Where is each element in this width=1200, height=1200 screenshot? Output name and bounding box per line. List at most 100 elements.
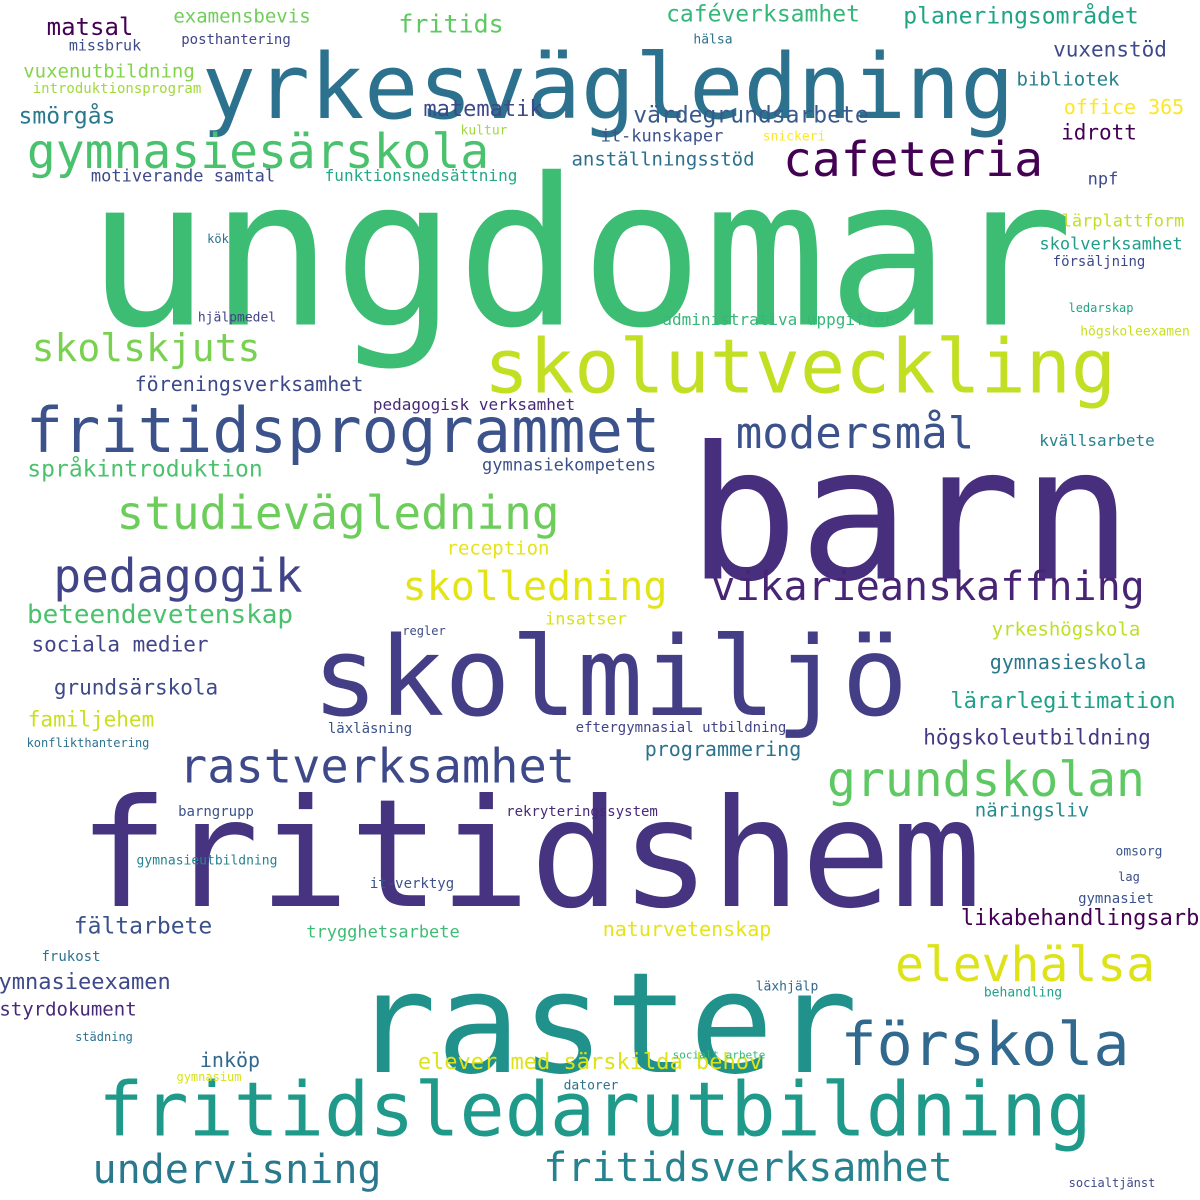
cloud-word: snickeri [762,129,826,145]
cloud-word: behandling [983,985,1063,1001]
cloud-word: introduktionsprogram [32,81,202,97]
cloud-word: pedagogisk verksamhet [372,395,576,414]
cloud-word: gymnasiekompetens [482,455,656,476]
cloud-word: it-kunskaper [600,126,724,147]
cloud-word: inköp [199,1048,261,1072]
cloud-word: planeringsområdet [903,3,1139,30]
cloud-word: gymnasieskola [989,650,1147,674]
cloud-word: studievägledning [116,486,560,540]
cloud-word: it-verktyg [369,876,455,892]
cloud-word: modersmål [735,408,975,459]
cloud-word: fritidsprogrammet [25,394,661,467]
cloud-word: barngrupp [178,804,254,820]
cloud-word: elevhälsa [894,937,1156,993]
cloud-word: hjälpmedel [197,310,277,326]
cloud-word: matsal [46,13,134,41]
cloud-word: posthantering [181,32,291,48]
cloud-word: läxläsning [327,721,413,737]
cloud-word: administrativa uppgifter [662,310,894,329]
cloud-word: konflikthantering [26,736,150,750]
cloud-word: missbruk [68,36,142,55]
cloud-word: office 365 [1063,95,1185,119]
cloud-word: datorer [563,1078,619,1094]
cloud-word: rekryteringssystem [506,804,658,820]
cloud-word: gymnasiet [1078,891,1154,907]
cloud-word: anställningsstöd [571,148,755,171]
cloud-word: kök [207,232,229,246]
cloud-word: npf [1087,169,1119,190]
cloud-word: lag [1118,870,1140,884]
cloud-word: språkintroduktion [27,456,263,483]
cloud-word: vikarieanskaffning [711,564,1145,610]
cloud-word: programmering [644,737,802,761]
cloud-word: beteendevetenskap [26,600,294,630]
cloud-word: ledarskap [1068,301,1134,315]
cloud-word: skolutveckling [483,322,1117,411]
cloud-word: reception [446,537,550,560]
cloud-word: insatser [545,609,627,630]
cloud-word: styrdokument [0,998,137,1021]
cloud-word: grundsärskola [53,675,219,700]
cloud-word: fritidsledarutbildning [98,1065,1092,1154]
cloud-word: städning [75,1030,133,1044]
cloud-word: omsorg [1115,844,1163,860]
cloud-word: examensbevis [173,5,311,28]
cloud-word: fritidshem [78,768,982,942]
cloud-word: barn [687,406,1133,623]
cloud-word: förskola [840,1010,1130,1080]
cloud-word: näringsliv [974,799,1090,822]
cloud-word: frukost [41,949,101,965]
cloud-word: eftergymnasial utbildning [575,720,787,736]
cloud-word: skolledning [402,564,668,610]
cloud-word: ungdomar [86,135,1074,374]
cloud-word: regler [402,624,446,638]
cloud-word: gymnasieutbildning [136,853,278,869]
cloud-word: trygghetsarbete [306,922,460,943]
cloud-word: skolmiljö [311,613,909,741]
cloud-word: funktionsnedsättning [324,166,518,185]
cloud-word: läxhjälp [755,979,819,995]
cloud-word: socialt arbete [672,1048,766,1062]
cloud-word: yrkeshögskola [991,618,1141,641]
cloud-word: lärarlegitimation [950,689,1176,714]
cloud-word: cafeteria [782,132,1044,188]
cloud-word: gymnasieexamen [0,970,171,995]
cloud-word: skolskjuts [31,326,261,370]
cloud-word: värdegrundsarbete [633,102,869,129]
cloud-word: lärplattform [1061,211,1185,232]
cloud-word: kultur [460,123,508,139]
cloud-word: naturvetenskap [602,917,772,941]
cloud-word: kvällsarbete [1039,431,1155,450]
cloud-word: undervisning [92,1147,382,1193]
cloud-word: skolverksamhet [1039,234,1183,255]
cloud-word: matematik [423,97,543,122]
cloud-word: familjehem [27,707,155,732]
cloud-word: socialtjänst [1068,1176,1156,1190]
cloud-word: vuxenutbildning [23,60,195,83]
cloud-word: sociala medier [31,632,209,657]
cloud-word: motiverande samtal [90,166,276,187]
cloud-word: fältarbete [73,913,213,940]
cloud-word: gymnasiesärskola [26,124,490,180]
cloud-word: föreningsverksamhet [134,372,364,396]
cloud-word: vuxenstöd [1053,37,1167,62]
cloud-word: hälsa [693,32,733,48]
cloud-word: fritids [398,9,504,39]
cloud-word: grundskolan [827,752,1145,808]
cloud-word: yrkesvägledning [201,35,1015,140]
cloud-word: rastverksamhet [178,739,576,795]
cloud-word: försäljning [1052,254,1146,270]
cloud-word: pedagogik [53,549,303,603]
cloud-word: högskoleutbildning [923,725,1151,750]
cloud-word: caféverksamhet [666,1,860,28]
cloud-word: idrott [1061,120,1137,145]
cloud-word: högskoleexamen [1080,324,1190,340]
cloud-word: raster [352,943,858,1106]
cloud-word: smörgås [18,103,116,130]
cloud-word: gymnasium [176,1070,242,1084]
cloud-word: likabehandlingsarbete [960,906,1200,931]
cloud-word: bibliotek [1016,68,1120,91]
cloud-word: fritidsverksamhet [543,1145,953,1191]
cloud-word: elever med särskilda behov [417,1050,763,1075]
